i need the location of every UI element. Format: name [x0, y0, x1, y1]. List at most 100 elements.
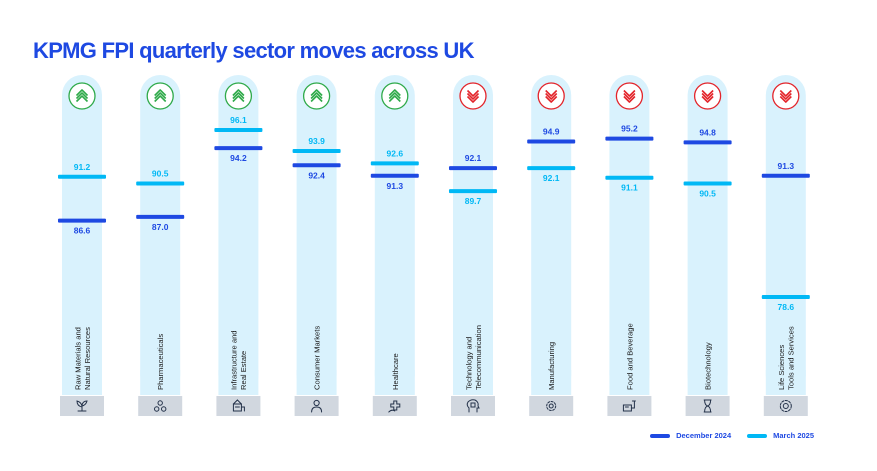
december-marker: [605, 136, 654, 141]
march-marker: [761, 295, 810, 299]
chevrons-up-icon: [388, 89, 401, 103]
december-marker: [761, 173, 810, 178]
hourglass-icon: [703, 399, 712, 413]
gear-icon: [546, 401, 557, 411]
march-marker: [214, 128, 263, 132]
category-label: Natural Resources: [83, 327, 92, 390]
march-value-label: 91.2: [74, 162, 91, 172]
category-label: Manufacturing: [547, 342, 556, 390]
sector-column-9: 94.8 90.5 Biotechnology: [683, 75, 732, 416]
chevrons-up-icon: [310, 89, 323, 103]
category-label: Food and Beverage: [625, 323, 634, 390]
chevrons-down-icon: [779, 89, 792, 103]
sector-column-3: 94.2 96.1 Infrastructure and Real Estate: [214, 75, 263, 416]
icon-box: [763, 396, 808, 416]
icon-box: [216, 396, 261, 416]
column-background: [218, 75, 259, 395]
medical-cross-icon: [388, 400, 401, 413]
column-background: [531, 75, 572, 395]
march-marker: [683, 181, 732, 186]
december-value-label: 92.1: [465, 153, 482, 163]
march-marker: [449, 189, 497, 194]
december-marker: [58, 218, 106, 223]
march-value-label: 92.1: [543, 173, 560, 183]
column-background: [62, 75, 102, 395]
march-marker: [605, 175, 654, 180]
column-background-base: [453, 370, 493, 395]
icon-box: [372, 396, 417, 416]
december-marker: [370, 173, 419, 178]
column-background: [296, 75, 337, 395]
december-marker: [214, 146, 263, 151]
head-chip-icon: [466, 399, 480, 413]
march-value-label: 90.5: [152, 168, 169, 178]
march-value-label: 96.1: [230, 115, 247, 125]
person-icon: [311, 399, 323, 413]
march-marker: [292, 148, 341, 153]
chevrons-up-icon: [75, 89, 89, 103]
sector-column-6: 92.1 89.7 Technology and Telecommunication: [449, 75, 497, 416]
legend-label-december: December 2024: [676, 431, 732, 440]
sector-column-5: 91.3 92.6 Healthcare: [370, 75, 419, 416]
category-label: Raw Materials and: [73, 327, 82, 390]
sector-column-8: 95.2 91.1 Food and Beverage: [605, 75, 654, 416]
march-marker: [370, 161, 419, 166]
december-value-label: 92.4: [308, 170, 325, 180]
category-label: Biotechnology: [704, 342, 713, 390]
sector-column-1: 86.6 91.2 Raw Materials and Natural Resourc…: [58, 75, 106, 416]
settings-icon: [779, 400, 792, 412]
december-value-label: 94.2: [230, 153, 247, 163]
building-icon: [232, 399, 245, 412]
column-background: [453, 75, 493, 395]
icon-box: [529, 396, 574, 416]
category-label: Telecommunication: [474, 325, 483, 390]
sector-column-2: 87.0 90.5 Pharmaceuticals: [136, 75, 185, 416]
plant-icon: [76, 400, 88, 412]
column-background-base: [296, 370, 337, 395]
icon-box: [138, 396, 183, 416]
category-label: Infrastructure and: [230, 330, 239, 390]
chevrons-down-icon: [466, 89, 480, 103]
march-marker: [136, 181, 185, 186]
sector-column-10: 91.3 78.6 Life Sciences Tools and Services: [761, 75, 810, 416]
march-value-label: 91.1: [621, 183, 638, 193]
december-marker: [683, 140, 732, 145]
column-background: [374, 75, 415, 395]
legend-item-december: December 2024: [650, 431, 731, 440]
december-marker: [527, 139, 576, 144]
category-label: Healthcare: [391, 353, 400, 390]
chart-title: KPMG FPI quarterly sector moves across U…: [33, 38, 475, 63]
december-value-label: 94.8: [699, 127, 716, 137]
column-background-base: [609, 370, 650, 395]
column-background: [140, 75, 181, 395]
column-background: [609, 75, 650, 395]
category-label: Technology and: [464, 337, 473, 390]
chevrons-down-icon: [545, 89, 558, 103]
column-background-base: [374, 370, 415, 395]
march-value-label: 93.9: [308, 136, 325, 146]
column-background-base: [531, 370, 572, 395]
march-marker: [58, 174, 106, 179]
december-value-label: 86.6: [74, 226, 91, 236]
march-value-label: 89.7: [465, 196, 482, 206]
legend-item-march: March 2025: [747, 431, 814, 440]
december-marker: [136, 214, 185, 219]
column-background-base: [687, 370, 728, 395]
column-background-base: [765, 370, 806, 395]
december-value-label: 91.3: [387, 181, 404, 191]
column-background-base: [218, 370, 259, 395]
december-value-label: 87.0: [152, 222, 169, 232]
march-marker: [527, 166, 576, 171]
chevrons-down-icon: [701, 89, 714, 103]
column-background-base: [62, 370, 102, 395]
molecule-icon: [154, 400, 167, 412]
icon-box: [607, 396, 652, 416]
march-value-label: 78.6: [778, 302, 795, 312]
category-label: Life Sciences: [777, 345, 786, 390]
chart-legend: December 2024 March 2025: [650, 431, 814, 440]
legend-label-march: March 2025: [773, 431, 814, 440]
december-value-label: 95.2: [621, 124, 638, 134]
december-marker: [449, 166, 497, 171]
column-background: [687, 75, 728, 395]
